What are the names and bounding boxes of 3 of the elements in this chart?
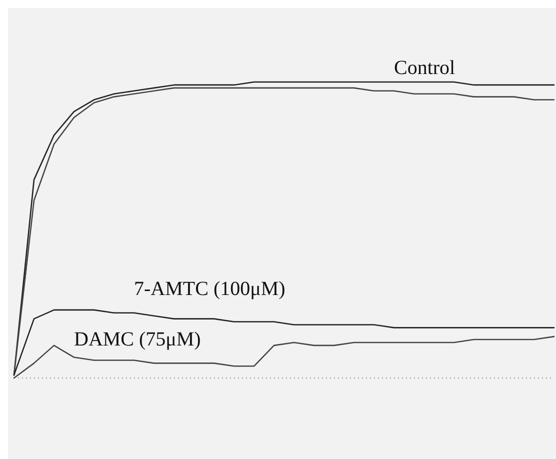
series-label: DAMC (75μM) [74, 328, 201, 350]
series-label: 7-AMTC (100μM) [134, 278, 286, 300]
series-label: Control [394, 57, 456, 79]
